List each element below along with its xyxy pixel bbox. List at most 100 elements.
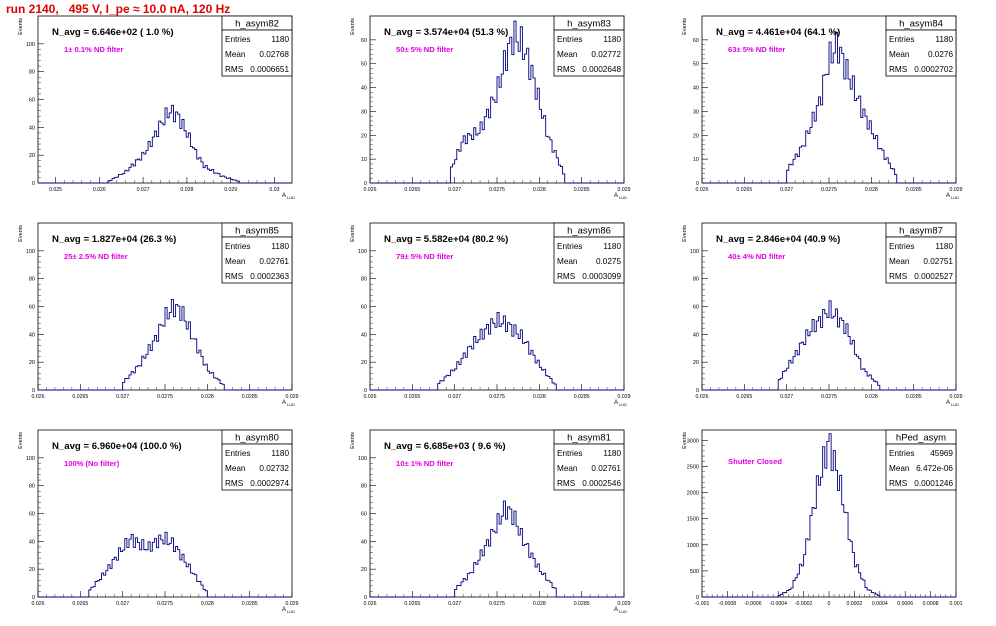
stats-value: 0.02761	[259, 257, 289, 266]
stats-value: 0.0275	[596, 257, 621, 266]
y-tick-label: 60	[361, 38, 367, 44]
stats-value: 1180	[935, 242, 953, 251]
histogram-svg: 0 10 20 30 40 50 60 0.026 0.0265 0.027 0.0275 0.028…	[350, 15, 631, 200]
x-axis-subscript: LUD	[619, 195, 627, 200]
stats-value: 0.0276	[928, 50, 953, 59]
histogram-panel: 0 20 40 60 80 100 0.025 0.026 0.027 0.028 0.029 0.0…	[0, 0, 332, 207]
histogram-svg: 0 10 20 30 40 50 60 0.026 0.0265 0.027 0.0275 0.028…	[682, 15, 963, 200]
y-tick-label: 60	[29, 512, 35, 518]
x-axis-label: A	[282, 193, 286, 199]
x-tick-label: 0.028	[180, 187, 193, 193]
stats-value: 0.0003099	[582, 272, 621, 281]
y-tick-label: 80	[693, 277, 699, 283]
histogram-line	[370, 312, 624, 391]
stats-title: h_asym87	[899, 226, 943, 237]
x-tick-label: 0.027	[780, 187, 793, 193]
filter-annotation: 63± 5% ND filter	[728, 45, 785, 54]
histogram-svg: 0 20 40 60 80 100 0.026 0.0265 0.027 0.0275 0.028 0…	[682, 222, 963, 407]
stats-key: Mean	[889, 50, 910, 59]
n-avg-label: N_avg = 3.574e+04 (51.3 %)	[384, 27, 508, 38]
stats-title: h_asym85	[235, 226, 279, 237]
stats-value: 0.0001246	[914, 479, 953, 488]
stats-key: RMS	[557, 479, 576, 488]
stats-value: 1180	[603, 242, 621, 251]
x-tick-label: 0.025	[49, 187, 62, 193]
x-tick-label: 0.026	[32, 601, 45, 607]
y-tick-label: 20	[29, 360, 35, 366]
y-tick-label: 0	[364, 388, 367, 394]
x-tick-label: 0.0265	[72, 394, 88, 400]
stats-value: 1180	[603, 35, 621, 44]
stats-value: 0.0002974	[250, 479, 289, 488]
stats-value: 0.02751	[923, 257, 953, 266]
x-tick-label: 0.0265	[404, 394, 420, 400]
y-axis-label: Events	[350, 225, 356, 242]
x-tick-label: 0.029	[618, 394, 631, 400]
x-axis-label: A	[946, 400, 950, 406]
stats-value: 0.02732	[259, 464, 289, 473]
y-tick-label: 20	[693, 133, 699, 139]
x-tick-label: 0.026	[32, 394, 45, 400]
n-avg-label: N_avg = 2.846e+04 (40.9 %)	[716, 234, 840, 245]
y-tick-label: 20	[361, 567, 367, 573]
filter-annotation: 79± 5% ND filter	[396, 252, 453, 261]
y-tick-label: 80	[29, 70, 35, 76]
y-axis-label: Events	[350, 18, 356, 35]
stats-value: 1180	[271, 242, 289, 251]
x-tick-label: 0.027	[448, 394, 461, 400]
x-tick-label: 0	[828, 601, 831, 607]
y-tick-label: 50	[361, 62, 367, 68]
x-tick-label: 0.0285	[906, 187, 922, 193]
x-tick-label: 0.026	[93, 187, 106, 193]
x-tick-label: 0.028	[865, 187, 878, 193]
x-tick-label: 0.0275	[157, 601, 173, 607]
y-tick-label: 100	[26, 456, 35, 462]
y-tick-label: 0	[32, 595, 35, 601]
x-tick-label: 0.0265	[72, 601, 88, 607]
stats-title: h_asym86	[567, 226, 611, 237]
y-axis-label: Events	[682, 432, 688, 449]
x-tick-label: 0.027	[780, 394, 793, 400]
stats-key: Entries	[889, 242, 914, 251]
stats-box	[221, 443, 293, 491]
histogram-svg: 0 500 1000 1500 2000 2500 3000 -0.001 -0.0008 -0.…	[682, 429, 963, 607]
stats-value: 0.02768	[259, 50, 289, 59]
stats-key: Entries	[225, 35, 250, 44]
stats-key: Mean	[889, 464, 910, 473]
histogram-line	[38, 104, 292, 184]
x-tick-label: 0.0265	[736, 187, 752, 193]
y-tick-label: 0	[32, 181, 35, 187]
x-tick-label: 0.029	[224, 187, 237, 193]
x-tick-label: 0.028	[201, 601, 214, 607]
x-tick-label: 0.026	[696, 187, 709, 193]
stats-box	[553, 443, 625, 491]
histogram-line	[38, 298, 292, 391]
stats-value: 1180	[271, 35, 289, 44]
x-tick-label: 0.0285	[574, 394, 590, 400]
x-tick-label: 0.0275	[489, 601, 505, 607]
stats-key: Entries	[889, 35, 914, 44]
y-tick-label: 60	[29, 98, 35, 104]
stats-title: hPed_asym	[896, 433, 946, 444]
histogram-panel: 0 500 1000 1500 2000 2500 3000 -0.001 -0.0008 -0.…	[664, 414, 996, 621]
n-avg-label: N_avg = 1.827e+04 (26.3 %)	[52, 234, 176, 245]
stats-value: 6.472e-06	[916, 464, 953, 473]
filter-annotation: 40± 4% ND filter	[728, 252, 785, 261]
y-tick-label: 3000	[687, 438, 699, 444]
x-tick-label: 0.028	[533, 394, 546, 400]
y-tick-label: 100	[358, 249, 367, 255]
x-tick-label: 0.027	[448, 187, 461, 193]
x-tick-label: 0.027	[116, 601, 129, 607]
stats-key: RMS	[225, 272, 244, 281]
x-tick-label: -0.0004	[769, 601, 787, 607]
y-tick-label: 0	[696, 388, 699, 394]
y-tick-label: 500	[690, 569, 699, 575]
stats-box	[885, 236, 957, 284]
x-tick-label: 0.0006	[897, 601, 913, 607]
x-tick-label: 0.0285	[906, 394, 922, 400]
histogram-panel: 0 10 20 30 40 50 60 0.026 0.0265 0.027 0.0275 0.028…	[332, 0, 664, 207]
x-tick-label: 0.0275	[489, 187, 505, 193]
x-tick-label: 0.026	[364, 394, 377, 400]
stats-key: Mean	[225, 50, 246, 59]
stats-key: RMS	[889, 479, 908, 488]
